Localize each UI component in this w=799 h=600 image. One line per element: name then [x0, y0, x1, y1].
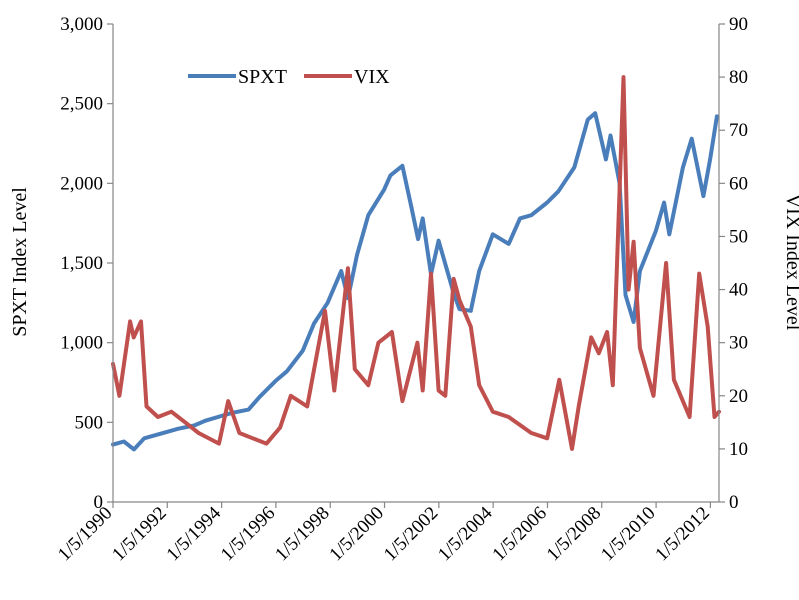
x-tick-label: 1/5/2012: [651, 503, 714, 566]
x-tick-label: 1/5/2008: [543, 503, 606, 566]
x-tick-label: 1/5/2010: [597, 503, 660, 566]
x-tick-label: 1/5/1990: [54, 503, 117, 566]
right-y-tick-label: 90: [729, 14, 748, 35]
series-line-vix: [111, 75, 721, 451]
series-line-spxt: [111, 111, 719, 452]
x-tick-label: 1/5/1992: [108, 503, 171, 566]
right-y-tick-label: 40: [729, 280, 748, 301]
right-y-tick-label: 30: [729, 333, 748, 354]
x-tick-label: 1/5/1996: [217, 503, 280, 566]
x-tick-label: 1/5/2000: [325, 503, 388, 566]
left-y-tick-label: 1,500: [60, 253, 103, 274]
left-y-tick-label: 1,000: [60, 333, 103, 354]
right-y-axis-ticks: 0 10 20 30 40 50 60 70 80 90: [719, 14, 748, 513]
left-y-tick-label: 2,500: [60, 94, 103, 115]
left-y-axis-title: SPXT Index Level: [9, 187, 31, 337]
plot-area: [111, 75, 721, 452]
right-y-tick-label: 70: [729, 120, 748, 141]
right-y-tick-label: 0: [729, 492, 739, 513]
left-y-tick-label: 500: [75, 412, 104, 433]
legend-label-vix: VIX: [354, 66, 390, 88]
x-tick-label: 1/5/2004: [434, 502, 497, 565]
left-y-tick-label: 3,000: [60, 14, 103, 35]
left-y-tick-label: 0: [94, 492, 104, 513]
x-tick-label: 1/5/1994: [163, 502, 226, 565]
right-y-tick-label: 20: [729, 386, 748, 407]
x-tick-label: 1/5/2006: [488, 503, 551, 566]
legend-label-spxt: SPXT: [238, 66, 287, 88]
right-y-axis-title: VIX Index Level: [782, 194, 799, 331]
left-y-axis-ticks: 0 500 1,000 1,500 2,000 2,500 3,000: [60, 14, 113, 513]
left-y-tick-label: 2,000: [60, 173, 103, 194]
right-y-tick-label: 80: [729, 67, 748, 88]
right-y-tick-label: 60: [729, 173, 748, 194]
right-y-tick-label: 50: [729, 226, 748, 247]
legend: SPXT VIX: [188, 66, 390, 88]
right-y-tick-label: 10: [729, 439, 748, 460]
x-axis-ticks: 1/5/19901/5/19921/5/19941/5/19961/5/1998…: [54, 502, 714, 565]
x-tick-label: 1/5/2002: [380, 503, 443, 566]
x-tick-label: 1/5/1998: [271, 503, 334, 566]
